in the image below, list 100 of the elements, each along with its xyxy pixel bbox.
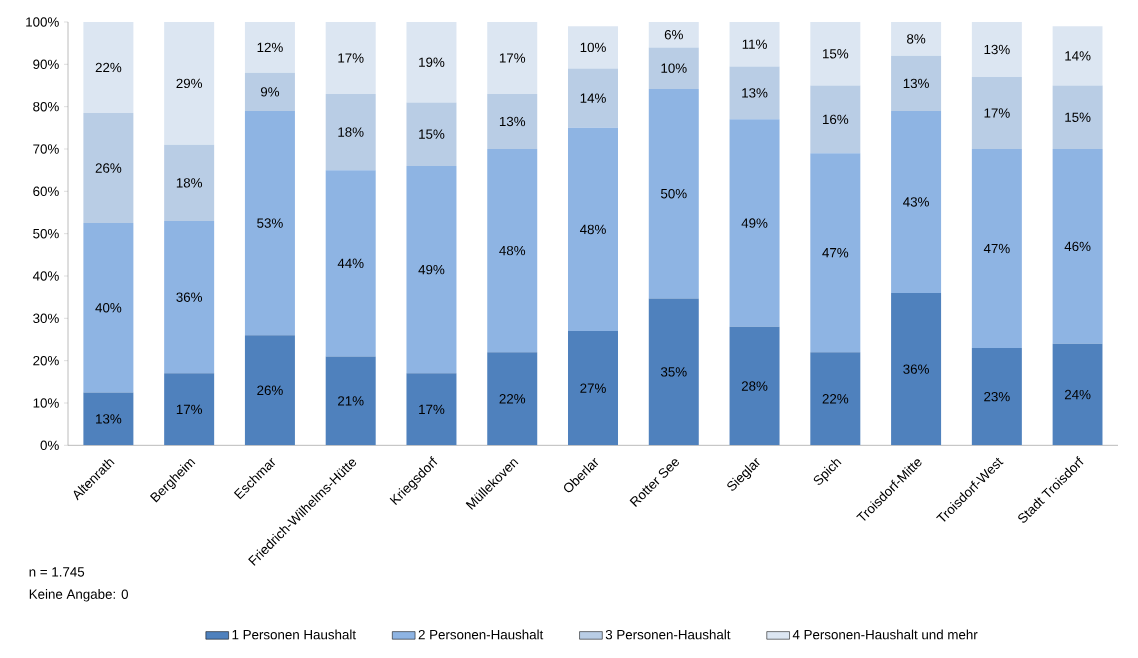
data-label: 49% xyxy=(418,264,445,275)
data-label: 47% xyxy=(983,243,1010,254)
y-tick-label: 70% xyxy=(33,144,59,154)
bar xyxy=(487,149,538,353)
data-label: 48% xyxy=(579,224,606,235)
bar xyxy=(244,22,295,73)
data-label: 29% xyxy=(176,78,203,89)
data-label: 13% xyxy=(742,88,768,98)
bar xyxy=(568,127,619,332)
data-label: 6% xyxy=(664,29,683,40)
bar xyxy=(810,352,861,446)
data-label: 14% xyxy=(1065,51,1091,61)
bar xyxy=(487,352,538,446)
bar xyxy=(164,373,215,446)
bar xyxy=(729,22,780,67)
bar xyxy=(244,335,295,446)
bar xyxy=(325,170,376,357)
data-label: 18% xyxy=(176,178,203,188)
data-label: 50% xyxy=(660,188,687,199)
bar xyxy=(810,153,861,353)
y-tick-label: 10% xyxy=(33,398,59,408)
y-tick-label: 90% xyxy=(33,59,59,70)
data-label: 43% xyxy=(903,197,929,207)
bar xyxy=(1052,85,1103,149)
data-label: 13% xyxy=(96,414,122,424)
data-label: 22% xyxy=(822,394,849,404)
bar xyxy=(83,223,134,393)
bar xyxy=(891,22,942,56)
y-tick-label: 20% xyxy=(33,355,59,366)
data-label: 17% xyxy=(176,404,203,415)
bar xyxy=(810,22,861,86)
bar xyxy=(83,113,134,224)
data-label: 8% xyxy=(907,34,926,44)
bar xyxy=(83,392,134,446)
y-tick-label: 80% xyxy=(33,101,59,112)
data-label: 10% xyxy=(661,63,687,73)
data-label: 17% xyxy=(984,108,1010,118)
data-label: 16% xyxy=(823,114,849,125)
data-label: 15% xyxy=(1065,112,1091,122)
data-label: 11% xyxy=(742,39,767,49)
bar xyxy=(971,149,1022,348)
bar xyxy=(325,22,376,94)
data-label: 13% xyxy=(499,116,526,127)
data-label: 17% xyxy=(499,53,526,63)
data-label: 15% xyxy=(419,129,445,139)
bar xyxy=(971,22,1022,78)
y-tick-label: 60% xyxy=(33,186,59,197)
bar xyxy=(1052,343,1103,446)
data-label: 27% xyxy=(580,383,606,393)
bar xyxy=(406,373,457,446)
bar xyxy=(406,22,457,103)
data-label: 22% xyxy=(499,394,526,404)
legend-label: 4 Personen-Haushalt und mehr xyxy=(792,629,978,640)
data-label: 46% xyxy=(1064,241,1091,252)
data-label: 15% xyxy=(823,49,849,59)
y-tick-label: 40% xyxy=(32,271,59,281)
bar xyxy=(164,144,215,221)
bar xyxy=(1052,26,1103,86)
bar xyxy=(406,102,457,166)
data-label: 53% xyxy=(257,218,283,228)
bar xyxy=(164,220,215,374)
bar xyxy=(648,88,699,299)
data-label: 26% xyxy=(257,385,283,396)
bar xyxy=(891,292,942,446)
data-label: 14% xyxy=(580,93,606,103)
bar xyxy=(971,347,1022,446)
data-label: 22% xyxy=(95,62,122,73)
text: n = 1.745 xyxy=(29,567,85,577)
data-label: 49% xyxy=(741,218,768,228)
data-label: 44% xyxy=(337,258,364,268)
data-label: 21% xyxy=(338,396,364,406)
bar xyxy=(729,119,780,327)
y-tick-label: 0% xyxy=(40,440,59,451)
bar xyxy=(406,165,457,374)
data-label: 40% xyxy=(95,303,122,313)
data-label: 28% xyxy=(741,381,768,391)
data-label: 35% xyxy=(660,367,687,377)
y-tick-label: 100% xyxy=(26,17,59,27)
data-label: 36% xyxy=(903,364,929,374)
bar xyxy=(648,47,699,89)
data-label: 17% xyxy=(419,404,445,415)
y-tick-label: 30% xyxy=(33,313,59,324)
bar xyxy=(810,85,861,154)
data-label: 36% xyxy=(176,292,203,302)
data-label: 23% xyxy=(984,391,1010,402)
bar xyxy=(568,68,619,128)
data-label: 9% xyxy=(260,87,280,97)
data-label: 17% xyxy=(338,53,364,63)
data-label: 13% xyxy=(903,78,929,89)
bar xyxy=(648,22,699,48)
bar xyxy=(971,77,1022,149)
bar xyxy=(487,22,538,94)
legend-label: 1 Personen Haushalt xyxy=(232,629,356,640)
bar xyxy=(325,93,376,171)
data-label: 10% xyxy=(580,42,606,53)
bar xyxy=(891,55,942,111)
legend-label: 2 Personen-Haushalt xyxy=(418,629,544,640)
bar xyxy=(244,110,295,336)
bar xyxy=(568,26,619,69)
data-label: 18% xyxy=(338,127,364,137)
